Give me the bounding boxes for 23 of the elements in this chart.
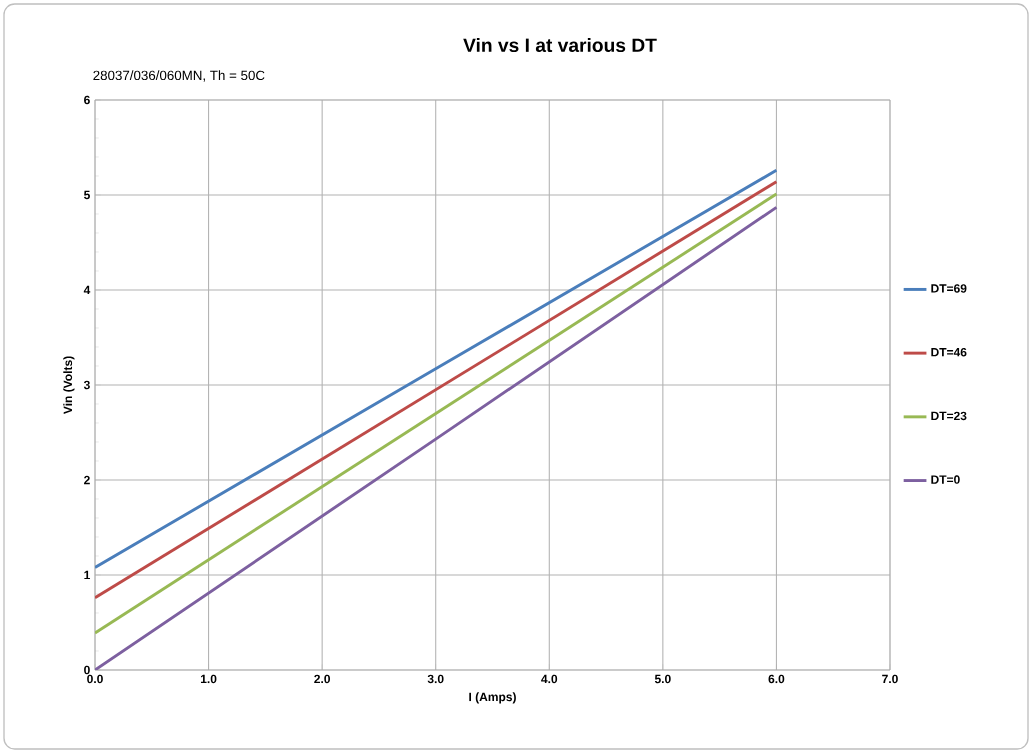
chart-title: Vin vs I at various DT [463,37,657,53]
chart-subtitle: 28037/036/060MN, Th = 50C [93,70,265,82]
y-tick-label: 4 [83,285,91,295]
x-tick-label: 0.0 [87,674,103,684]
y-axis-title: Vin (Volts) [63,356,75,415]
y-tick-label: 5 [84,190,90,200]
x-tick-label: 6.0 [768,674,785,684]
x-tick-label: 1.0 [200,674,217,684]
y-tick-label: 0 [84,665,90,675]
y-tick-label: 2 [84,475,90,485]
x-tick-label: 2.0 [314,674,330,684]
legend-label: DT=69 [931,284,967,293]
x-tick-label: 3.0 [427,674,444,684]
y-tick-label: 6 [84,95,90,105]
y-tick-label: 1 [84,570,90,580]
x-axis-title: I (Amps) [469,692,516,704]
legend-label: DT=46 [931,347,967,357]
x-tick-label: 5.0 [654,674,671,684]
y-tick-label: 3 [83,380,90,390]
legend-label: DT=23 [931,411,967,421]
x-tick-label: 7.0 [882,674,898,684]
legend-label: DT=0 [931,475,960,484]
x-tick-label: 4.0 [541,674,558,684]
